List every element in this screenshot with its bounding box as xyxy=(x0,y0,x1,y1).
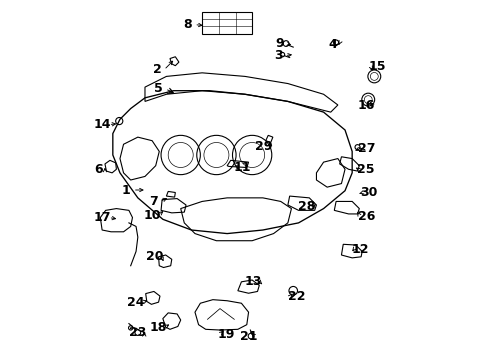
Text: 15: 15 xyxy=(368,60,386,73)
Text: 8: 8 xyxy=(184,18,192,31)
Text: 2: 2 xyxy=(153,63,162,76)
Text: 23: 23 xyxy=(129,327,147,339)
Text: 4: 4 xyxy=(328,38,337,51)
Text: 24: 24 xyxy=(127,296,145,309)
Text: 20: 20 xyxy=(146,250,164,263)
Text: 29: 29 xyxy=(255,140,272,153)
Text: 18: 18 xyxy=(150,321,167,334)
Text: 13: 13 xyxy=(245,275,262,288)
Text: 28: 28 xyxy=(298,200,315,213)
Text: 26: 26 xyxy=(358,210,375,223)
Text: 11: 11 xyxy=(233,161,251,174)
Text: 25: 25 xyxy=(357,163,374,176)
Text: 1: 1 xyxy=(122,184,131,197)
Text: 22: 22 xyxy=(288,289,306,303)
Text: 10: 10 xyxy=(144,208,161,221)
Text: 17: 17 xyxy=(94,211,111,224)
Text: 3: 3 xyxy=(274,49,283,62)
Text: 7: 7 xyxy=(149,195,158,208)
Text: 21: 21 xyxy=(240,330,257,343)
Text: 14: 14 xyxy=(94,118,111,131)
Text: 12: 12 xyxy=(351,243,369,256)
Text: 30: 30 xyxy=(361,186,378,199)
Text: 5: 5 xyxy=(154,82,163,95)
Text: 9: 9 xyxy=(276,37,284,50)
Text: 27: 27 xyxy=(358,142,375,155)
Text: 16: 16 xyxy=(358,99,375,112)
Text: 19: 19 xyxy=(218,328,235,341)
Text: 6: 6 xyxy=(94,163,103,176)
